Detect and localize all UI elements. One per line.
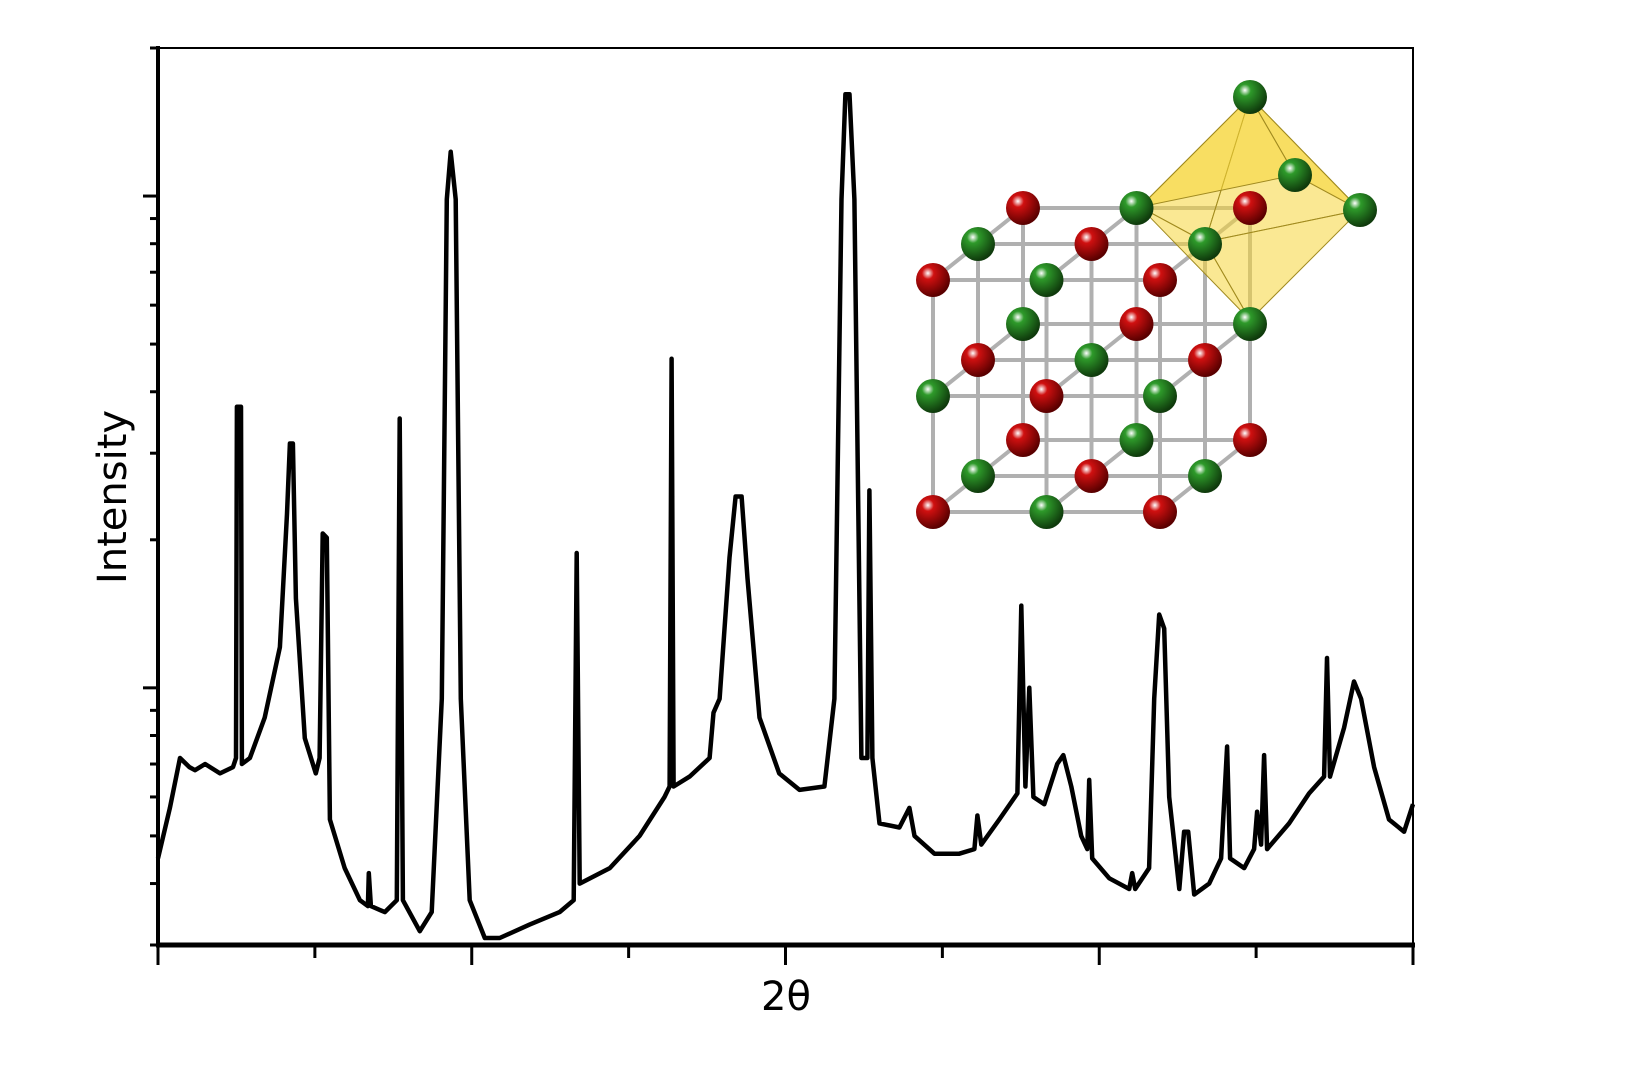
octahedron-face bbox=[1138, 96, 1296, 208]
green-atom bbox=[916, 379, 950, 413]
red-atom bbox=[1074, 459, 1109, 493]
red-atom bbox=[1143, 263, 1177, 297]
green-atom bbox=[1143, 379, 1177, 413]
red-atom bbox=[1119, 307, 1154, 341]
green-atom bbox=[1188, 459, 1222, 493]
series-line bbox=[155, 92, 1416, 941]
green-atom bbox=[1188, 227, 1222, 261]
red-atom bbox=[916, 263, 950, 297]
green-atom bbox=[1233, 80, 1267, 114]
crystal-structure-inset bbox=[916, 80, 1377, 529]
red-atom bbox=[1233, 191, 1267, 225]
red-atom bbox=[1029, 379, 1064, 413]
green-atom bbox=[1233, 307, 1267, 341]
red-atom bbox=[1006, 191, 1040, 225]
red-atom bbox=[1074, 227, 1109, 261]
red-atom bbox=[1188, 343, 1222, 377]
x-axis-label: 2θ bbox=[761, 974, 811, 1020]
y-axis-label: Intensity bbox=[90, 410, 136, 584]
green-atom bbox=[1343, 193, 1377, 227]
red-atom bbox=[1233, 423, 1267, 457]
green-atom bbox=[961, 227, 995, 261]
green-atom bbox=[1029, 495, 1064, 529]
red-atom bbox=[1006, 423, 1040, 457]
green-atom bbox=[1006, 307, 1040, 341]
green-atom bbox=[1029, 263, 1064, 297]
red-atom bbox=[916, 495, 950, 529]
green-atom bbox=[961, 459, 995, 493]
green-atom bbox=[1119, 423, 1154, 457]
red-atom bbox=[961, 343, 995, 377]
green-atom bbox=[1074, 343, 1109, 377]
red-atom bbox=[1143, 495, 1177, 529]
green-atom bbox=[1278, 158, 1312, 192]
green-atom bbox=[1119, 191, 1154, 225]
octahedron-face bbox=[1139, 206, 1251, 321]
